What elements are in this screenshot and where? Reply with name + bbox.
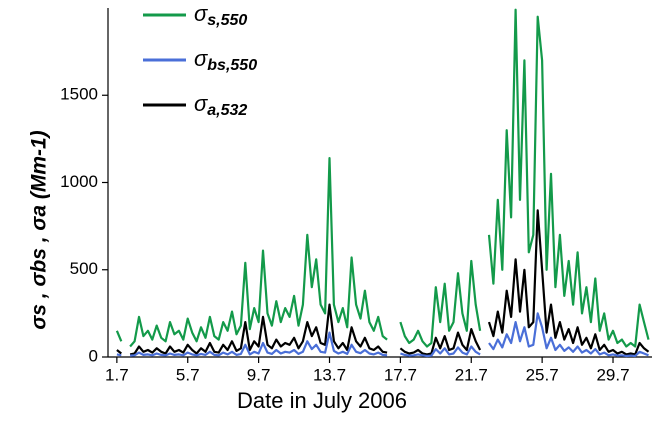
x-tick-label: 5.7 — [176, 365, 200, 384]
y-tick-label: 0 — [89, 346, 98, 365]
legend-label: σs,550 — [194, 1, 247, 29]
x-tick-label: 17.7 — [384, 365, 417, 384]
data-line — [115, 8, 650, 348]
x-axis-label: Date in July 2006 — [237, 388, 407, 413]
data-line — [116, 209, 650, 356]
x-tick-label: 25.7 — [526, 365, 559, 384]
x-tick-label: 1.7 — [105, 365, 129, 384]
x-tick-label: 13.7 — [313, 365, 346, 384]
x-tick-label: 9.7 — [247, 365, 271, 384]
y-tick-label: 1500 — [60, 85, 98, 104]
data-line — [116, 312, 649, 358]
x-tick-label: 21.7 — [455, 365, 488, 384]
legend-label: σbs,550 — [194, 46, 257, 74]
x-tick-label: 29.7 — [596, 365, 629, 384]
legend-label: σa,532 — [194, 91, 247, 119]
y-tick-label: 1000 — [60, 172, 98, 191]
y-tick-label: 500 — [70, 259, 98, 278]
y-axis-label: σs , σbs , σa (Mm-1) — [28, 130, 51, 329]
